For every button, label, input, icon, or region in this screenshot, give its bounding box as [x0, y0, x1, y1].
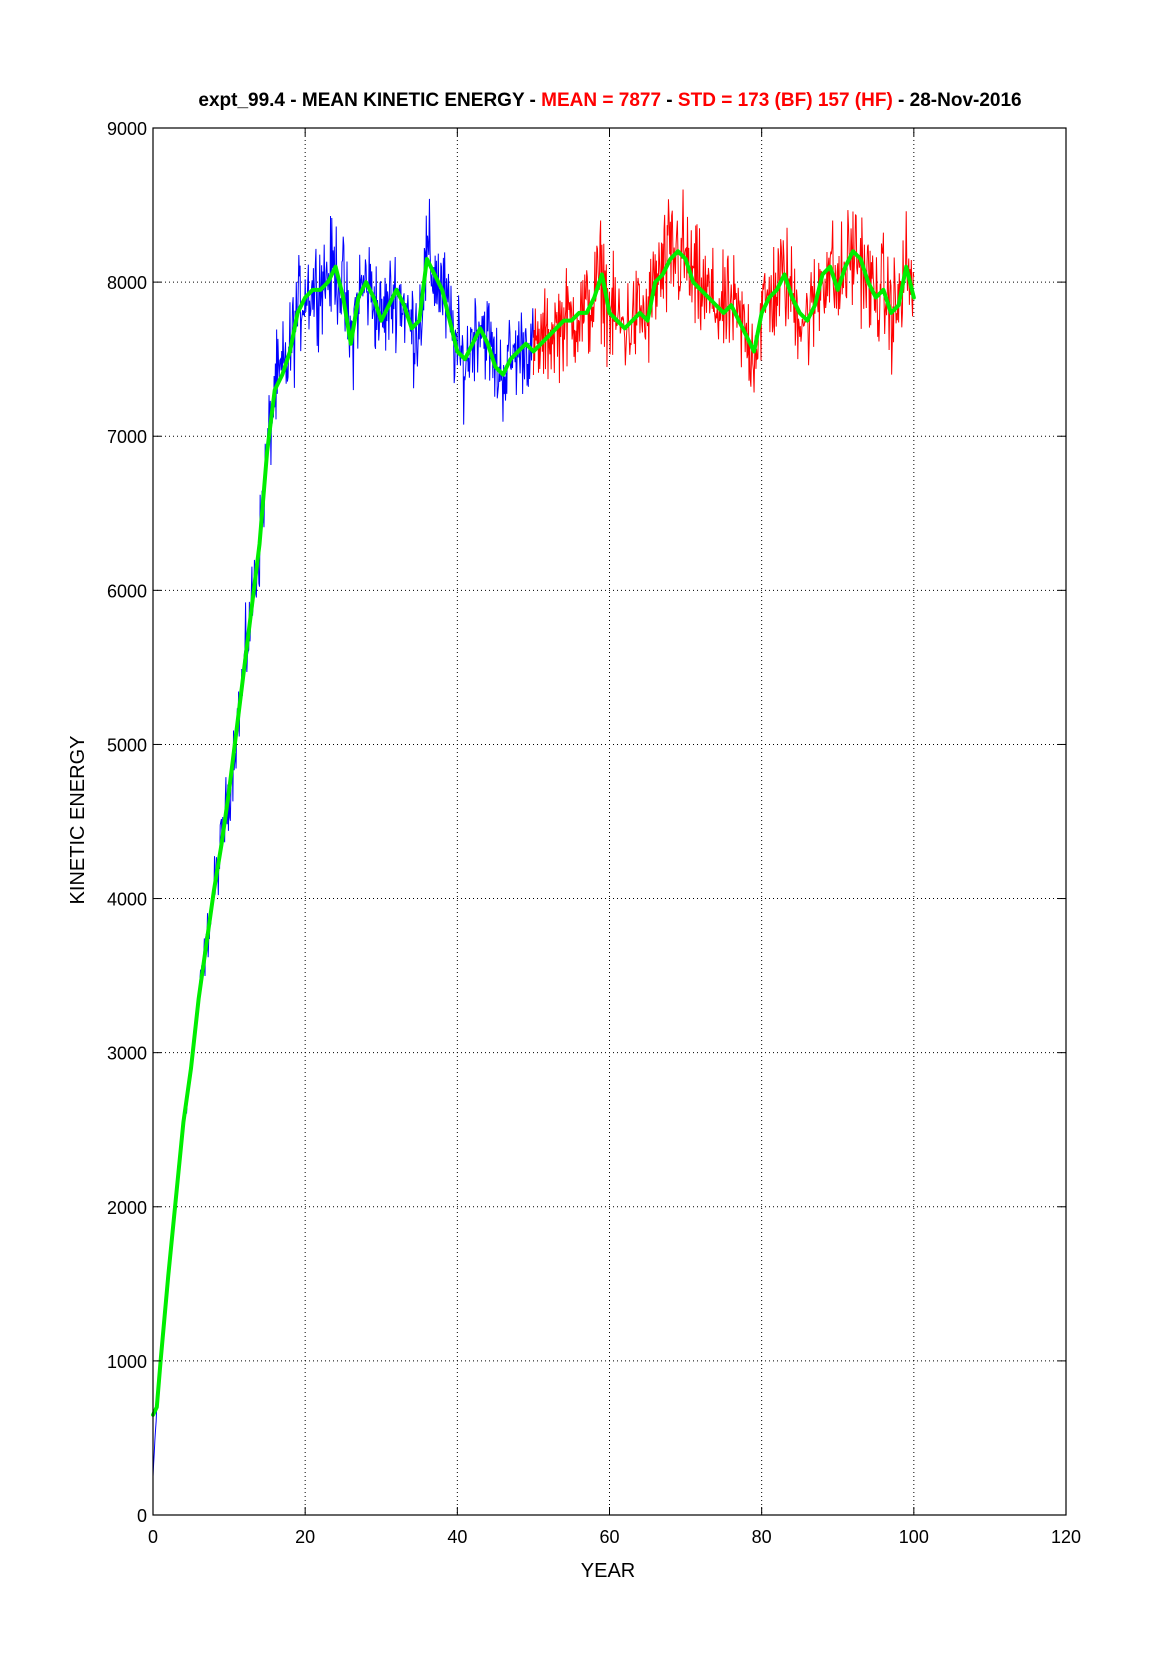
- y-tick-label: 2000: [107, 1198, 147, 1218]
- series-line-smoothed: [151, 249, 916, 1417]
- y-tick-label: 3000: [107, 1044, 147, 1064]
- title-part-2: -: [661, 90, 678, 111]
- y-tick-label: 5000: [107, 735, 147, 755]
- title-part-3: STD = 173 (BF) 157 (HF): [678, 90, 893, 111]
- x-tick-label: 0: [148, 1527, 158, 1547]
- title-part-0: expt_99.4 - MEAN KINETIC ENERGY -: [198, 90, 541, 111]
- x-tick-label: 120: [1051, 1527, 1081, 1547]
- title-part-4: - 28-Nov-2016: [893, 90, 1022, 111]
- axis-ticks: 0 20 40 60 80 100 120 0 1000 2000 3000 4000 5000 6000…: [107, 119, 1081, 1547]
- x-tick-label: 60: [599, 1527, 619, 1547]
- y-tick-label: 4000: [107, 890, 147, 910]
- y-tick-label: 6000: [107, 581, 147, 601]
- plot-series: [151, 189, 916, 1477]
- y-axis-label: KINETIC ENERGY: [67, 736, 89, 905]
- grid: [153, 128, 1066, 1515]
- y-tick-label: 8000: [107, 273, 147, 293]
- x-tick-label: 100: [899, 1527, 929, 1547]
- x-tick-label: 20: [295, 1527, 315, 1547]
- y-tick-label: 0: [137, 1506, 147, 1526]
- x-tick-label: 80: [752, 1527, 772, 1547]
- series-line-spin_up: [152, 198, 534, 1477]
- chart-title: expt_99.4 - MEAN KINETIC ENERGY - MEAN =…: [198, 90, 1021, 111]
- y-tick-label: 9000: [107, 119, 147, 139]
- x-tick-label: 40: [447, 1527, 467, 1547]
- title-part-1: MEAN = 7877: [541, 90, 661, 111]
- series-line-analysis: [532, 189, 915, 393]
- y-tick-label: 7000: [107, 427, 147, 447]
- y-tick-label: 1000: [107, 1352, 147, 1372]
- x-axis-label: YEAR: [581, 1560, 635, 1582]
